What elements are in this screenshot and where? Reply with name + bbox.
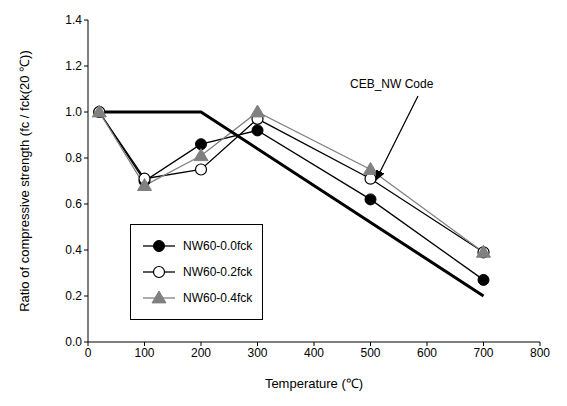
svg-text:1.4: 1.4 bbox=[65, 13, 82, 27]
svg-text:0.4: 0.4 bbox=[65, 243, 82, 257]
svg-text:Temperature (℃): Temperature (℃) bbox=[265, 376, 363, 391]
html-text:NW60-0.4fck: NW60-0.4fck bbox=[183, 291, 253, 305]
svg-text:200: 200 bbox=[191, 346, 211, 360]
svg-text:CEB_NW Code: CEB_NW Code bbox=[350, 77, 434, 91]
html-text:NW60-0.0fck: NW60-0.0fck bbox=[183, 239, 253, 253]
svg-text:800: 800 bbox=[530, 346, 550, 360]
svg-text:100: 100 bbox=[134, 346, 154, 360]
svg-text:700: 700 bbox=[473, 346, 493, 360]
svg-text:0.0: 0.0 bbox=[65, 335, 82, 349]
svg-text:0.6: 0.6 bbox=[65, 197, 82, 211]
svg-text:Ratio of compressive strength: Ratio of compressive strength (fc / fck(… bbox=[17, 50, 32, 312]
html-text:NW60-0.2fck: NW60-0.2fck bbox=[183, 265, 253, 279]
svg-text:500: 500 bbox=[360, 346, 380, 360]
svg-text:1.0: 1.0 bbox=[65, 105, 82, 119]
svg-text:0: 0 bbox=[85, 346, 92, 360]
svg-text:600: 600 bbox=[417, 346, 437, 360]
svg-text:300: 300 bbox=[247, 346, 267, 360]
svg-text:0.2: 0.2 bbox=[65, 289, 82, 303]
svg-text:400: 400 bbox=[304, 346, 324, 360]
svg-text:0.8: 0.8 bbox=[65, 151, 82, 165]
svg-text:1.2: 1.2 bbox=[65, 59, 82, 73]
